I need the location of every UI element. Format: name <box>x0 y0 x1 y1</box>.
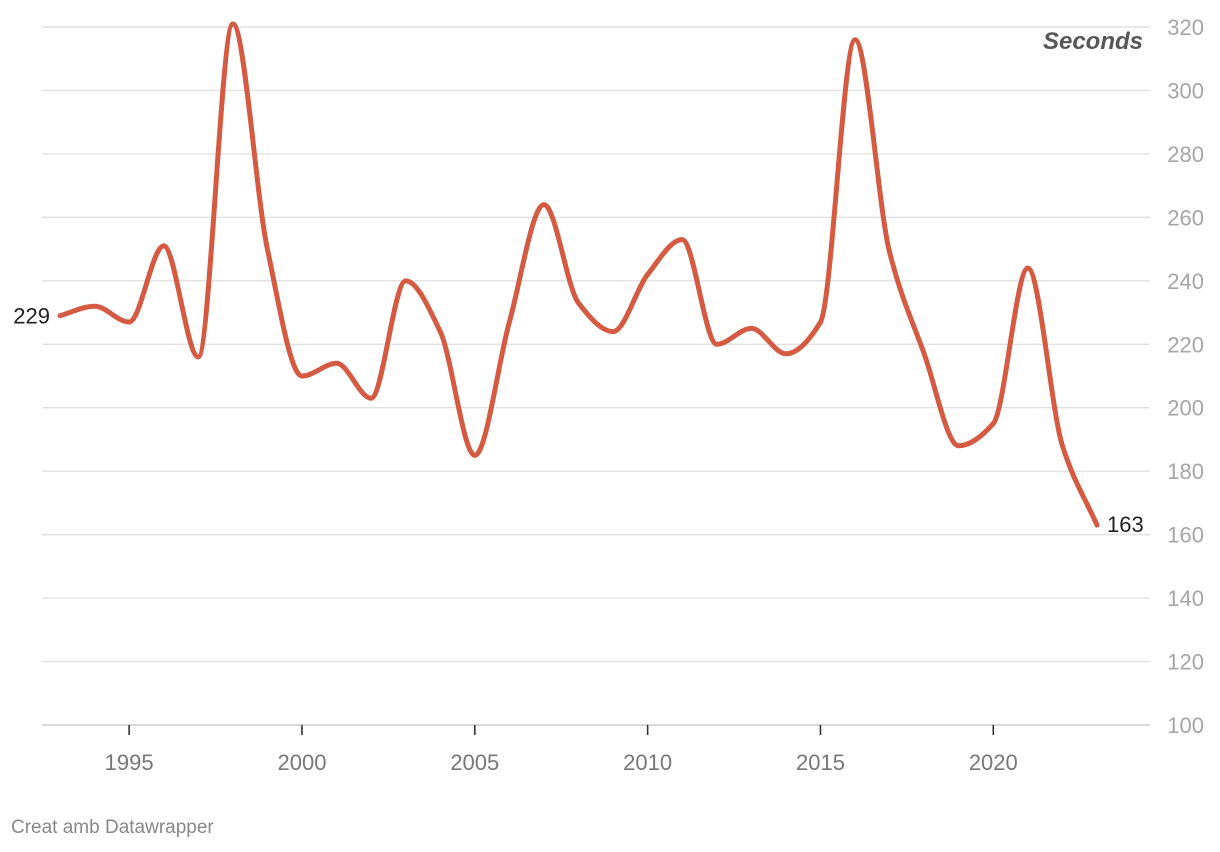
y-tick-label: 240 <box>1167 269 1204 294</box>
y-tick-label: 140 <box>1167 586 1204 611</box>
x-tick-label: 2010 <box>623 750 672 775</box>
y-tick-label: 320 <box>1167 15 1204 40</box>
y-tick-label: 220 <box>1167 332 1204 357</box>
y-tick-label: 120 <box>1167 650 1204 675</box>
y-tick-label: 280 <box>1167 142 1204 167</box>
credit-footer: Creat amb Datawrapper <box>11 817 214 838</box>
x-tick-label: 2020 <box>969 750 1018 775</box>
y-tick-label: 200 <box>1167 396 1204 421</box>
end-value-label: 163 <box>1107 512 1144 537</box>
series-line <box>57 21 1100 528</box>
grid-lines <box>42 26 1150 726</box>
y-axis: 100 120 140 160 180 200 220 240 260 280 300 320 <box>1167 15 1204 738</box>
x-tick-label: 2000 <box>277 750 326 775</box>
y-tick-label: 180 <box>1167 459 1204 484</box>
y-tick-label: 300 <box>1167 78 1204 103</box>
y-axis-unit-label: Seconds <box>1043 28 1143 55</box>
y-tick-label: 100 <box>1167 713 1204 738</box>
x-tick-label: 1995 <box>105 750 154 775</box>
x-tick-label: 2015 <box>796 750 845 775</box>
y-tick-label: 160 <box>1167 523 1204 548</box>
x-axis: 1995 2000 2005 2010 2015 2020 <box>105 725 1018 775</box>
start-value-label: 229 <box>13 304 50 329</box>
y-tick-label: 260 <box>1167 205 1204 230</box>
x-tick-label: 2005 <box>450 750 499 775</box>
